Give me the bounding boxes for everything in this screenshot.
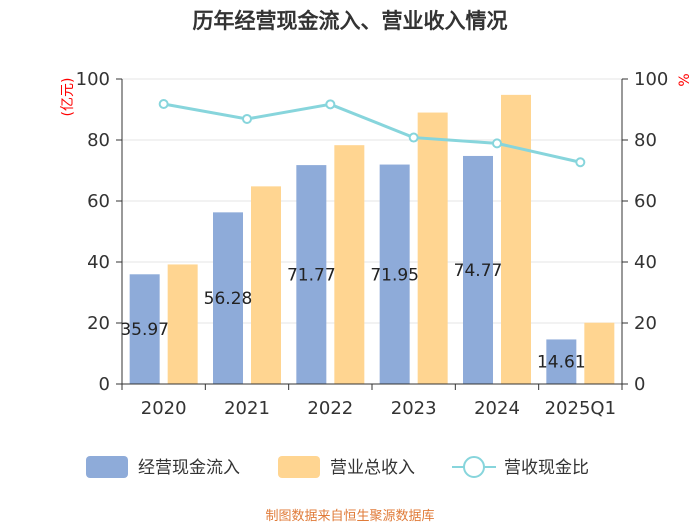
bars [129, 94, 615, 385]
revenue-bar [167, 264, 198, 384]
chart-title: 历年经营现金流入、营业收入情况 [193, 9, 508, 33]
y2-tick-label: 80 [634, 130, 657, 151]
y2-tick-label: 60 [634, 191, 657, 212]
legend-label: 营收现金比 [504, 458, 589, 478]
x-tick-label: 2021 [224, 398, 270, 419]
cash-inflow-bar [296, 165, 327, 384]
revenue-bar [584, 322, 615, 384]
x-tick-label: 2023 [391, 398, 437, 419]
ratio-line [163, 102, 581, 164]
ratio-point [408, 132, 419, 143]
y2-tick-label: 20 [634, 313, 657, 334]
x-tick-label: 2025Q1 [545, 398, 616, 419]
ratio-point [242, 113, 252, 124]
data-label: 14.61 [537, 353, 586, 373]
legend-label: 营业总收入 [330, 458, 415, 478]
y-tick-label: 20 [87, 313, 110, 334]
source-note: 制图数据来自恒生聚源数据库 [265, 508, 434, 524]
legend-swatch [86, 456, 128, 478]
revenue-bar [334, 145, 365, 384]
legend-label: 经营现金流入 [138, 458, 240, 478]
y2-tick-label: 100 [634, 69, 668, 90]
data-label: 56.28 [204, 289, 253, 309]
revenue-bar [251, 186, 281, 384]
revenue-bar [417, 112, 448, 385]
data-label: 71.77 [287, 266, 336, 286]
legend-marker [463, 456, 485, 478]
cash-inflow-bar [463, 155, 493, 384]
left-axis-unit: (亿元) [60, 78, 76, 117]
cash-inflow-bar [546, 339, 577, 384]
cash-inflow-bar [129, 274, 160, 384]
legend-swatch [278, 456, 320, 478]
cash-inflow-bar [379, 164, 410, 384]
ratio-point [325, 99, 336, 110]
x-tick-label: 2020 [141, 398, 187, 419]
x-tick-label: 2024 [474, 398, 520, 419]
cash-inflow-bar [213, 212, 243, 384]
data-label: 35.97 [120, 320, 169, 340]
y2-tick-label: 0 [634, 374, 645, 395]
x-tick-label: 2022 [307, 398, 353, 419]
y2-tick-label: 40 [634, 252, 657, 273]
ratio-point [158, 99, 169, 110]
axes: 0 20 40 60 80 100 0 20 40 60 80 100 2020 2021 2022 2023… [76, 69, 669, 419]
y-tick-label: 40 [87, 252, 110, 273]
data-label: 74.77 [454, 261, 503, 281]
right-axis-unit: % [677, 73, 693, 86]
y-tick-label: 80 [87, 130, 110, 151]
data-labels: 35.97 56.28 71.77 71.95 74.77 14.61 [120, 261, 585, 373]
y-tick-label: 100 [76, 69, 110, 90]
y-tick-label: 60 [87, 191, 110, 212]
ratio-line-layer [158, 99, 586, 168]
data-label: 71.95 [370, 265, 419, 285]
ratio-point [492, 138, 502, 149]
legend: 经营现金流入 营业总收入 营收现金比 [86, 456, 589, 478]
ratio-point [575, 157, 586, 168]
y-tick-label: 0 [99, 374, 110, 395]
revenue-bar [501, 94, 531, 385]
